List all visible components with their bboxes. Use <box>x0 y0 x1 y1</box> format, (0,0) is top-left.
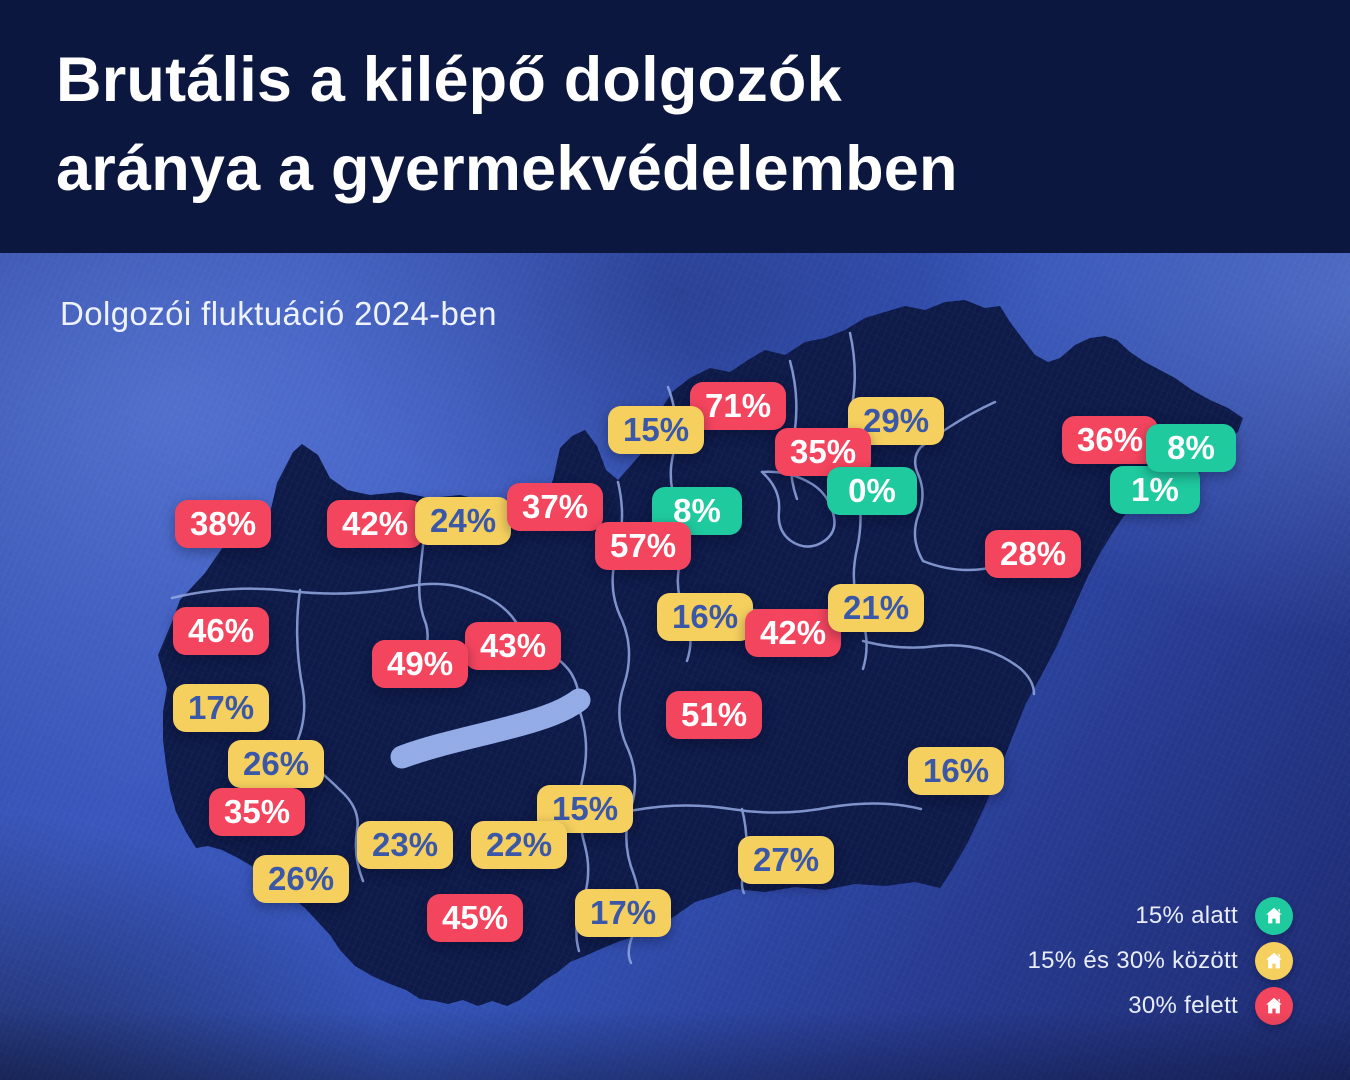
value-badge: 37% <box>507 483 604 532</box>
value-badge: 36% <box>1062 416 1159 465</box>
header-band: Brutális a kilépő dolgozók aránya a gyer… <box>0 0 1350 253</box>
legend-house-badge <box>1255 897 1293 935</box>
value-badge: 21% <box>828 584 925 633</box>
value-badge: 28% <box>985 530 1082 579</box>
page-title: Brutális a kilépő dolgozók aránya a gyer… <box>0 0 1350 215</box>
value-badge: 16% <box>908 747 1005 796</box>
house-icon <box>1266 997 1282 1014</box>
value-badge: 26% <box>228 740 325 789</box>
value-badge: 17% <box>173 684 270 733</box>
value-badge: 22% <box>471 821 568 870</box>
value-badge: 24% <box>415 497 512 546</box>
house-icon <box>1266 907 1282 924</box>
value-badge: 15% <box>608 406 705 455</box>
value-badge: 16% <box>657 593 754 642</box>
value-badge: 42% <box>327 500 424 549</box>
value-badge: 17% <box>575 889 672 938</box>
value-badge: 0% <box>827 467 917 516</box>
value-badge: 49% <box>372 640 469 689</box>
house-icon <box>1266 952 1282 969</box>
legend-house-badge <box>1255 942 1293 980</box>
legend-item: 30% felett <box>1128 987 1293 1025</box>
legend-house-badge <box>1255 987 1293 1025</box>
value-badge: 23% <box>357 821 454 870</box>
value-badge: 27% <box>738 836 835 885</box>
legend-label: 15% alatt <box>1135 902 1238 929</box>
legend-label: 15% és 30% között <box>1027 947 1238 974</box>
value-badge: 43% <box>465 622 562 671</box>
value-badge: 1% <box>1110 466 1200 515</box>
value-badge: 51% <box>666 691 763 740</box>
subtitle: Dolgozói fluktuáció 2024-ben <box>60 295 497 332</box>
value-badge: 71% <box>690 382 787 431</box>
value-badge: 42% <box>745 609 842 658</box>
value-badge: 45% <box>427 894 524 943</box>
legend-item: 15% és 30% között <box>1027 942 1293 980</box>
value-badge: 57% <box>595 522 692 571</box>
legend-item: 15% alatt <box>1135 897 1293 935</box>
value-badge: 46% <box>173 607 270 656</box>
lake-balaton-icon <box>390 688 591 769</box>
value-badge: 35% <box>209 788 306 837</box>
title-line-1: Brutális a kilépő dolgozók <box>56 45 842 115</box>
value-badge: 8% <box>1146 424 1236 473</box>
legend-label: 30% felett <box>1128 992 1238 1019</box>
value-badge: 26% <box>253 855 350 904</box>
legend: 15% alatt 15% és 30% között 30% felett <box>1027 897 1293 1025</box>
value-badge: 38% <box>175 500 272 549</box>
title-line-2: aránya a gyermekvédelemben <box>56 134 958 205</box>
